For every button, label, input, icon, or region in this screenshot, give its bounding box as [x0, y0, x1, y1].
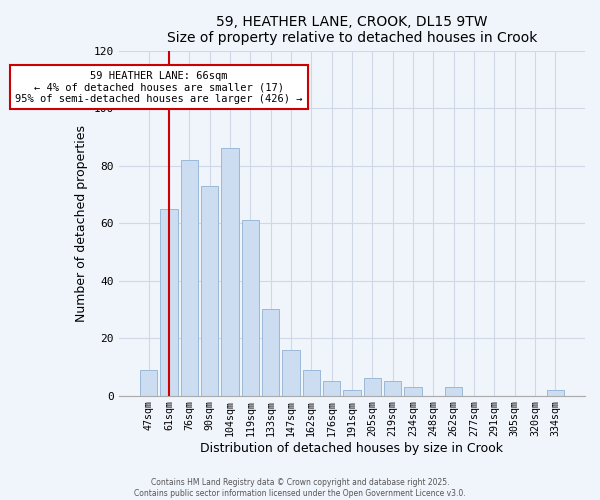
Text: 59 HEATHER LANE: 66sqm
← 4% of detached houses are smaller (17)
95% of semi-deta: 59 HEATHER LANE: 66sqm ← 4% of detached …: [15, 70, 302, 104]
X-axis label: Distribution of detached houses by size in Crook: Distribution of detached houses by size …: [200, 442, 503, 455]
Bar: [384, 381, 401, 396]
Bar: [283, 350, 299, 396]
Bar: [140, 370, 157, 396]
Bar: [302, 370, 320, 396]
Bar: [181, 160, 198, 396]
Bar: [160, 208, 178, 396]
Bar: [404, 387, 422, 396]
Bar: [221, 148, 239, 396]
Bar: [343, 390, 361, 396]
Bar: [262, 310, 279, 396]
Title: 59, HEATHER LANE, CROOK, DL15 9TW
Size of property relative to detached houses i: 59, HEATHER LANE, CROOK, DL15 9TW Size o…: [167, 15, 537, 45]
Bar: [201, 186, 218, 396]
Bar: [323, 381, 340, 396]
Bar: [242, 220, 259, 396]
Bar: [364, 378, 381, 396]
Bar: [445, 387, 462, 396]
Bar: [547, 390, 564, 396]
Y-axis label: Number of detached properties: Number of detached properties: [75, 124, 88, 322]
Text: Contains HM Land Registry data © Crown copyright and database right 2025.
Contai: Contains HM Land Registry data © Crown c…: [134, 478, 466, 498]
